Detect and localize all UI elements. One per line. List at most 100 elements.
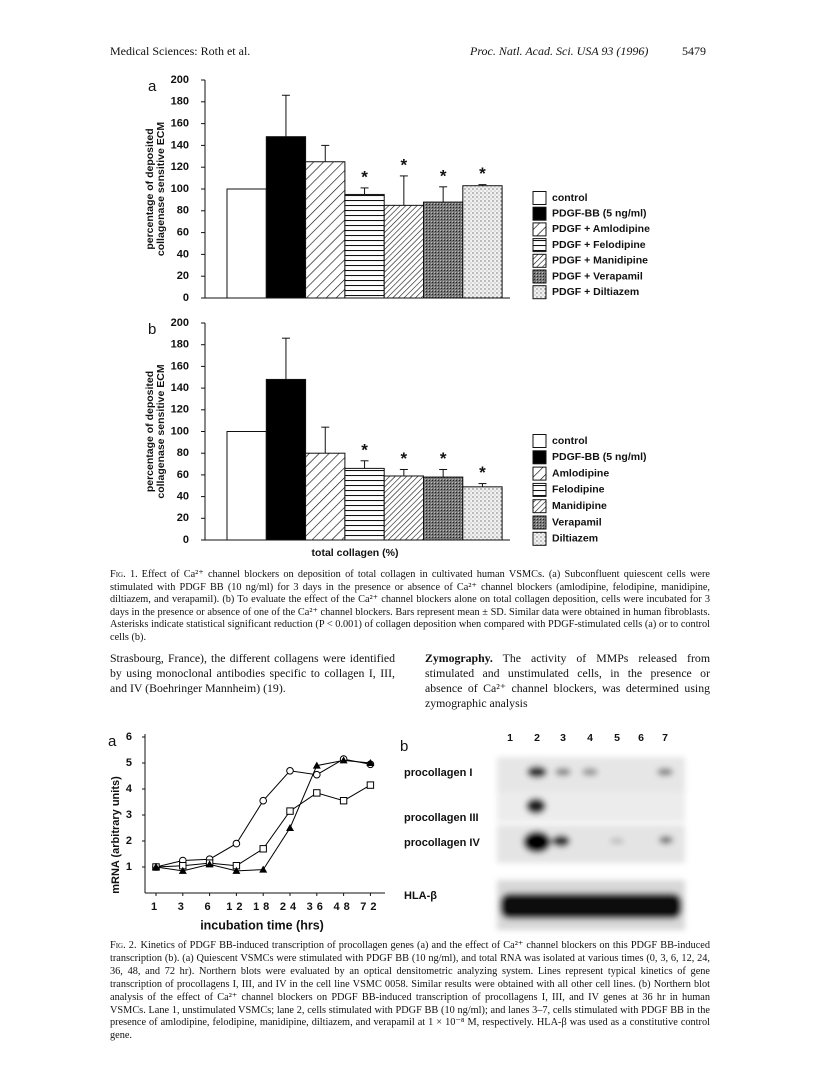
- legend-label: PDGF + Diltiazem: [552, 286, 639, 298]
- point: [259, 865, 268, 873]
- y-tick-label: 6: [126, 731, 132, 743]
- legend-swatch: [532, 285, 547, 300]
- caption-text: Effect of Ca²⁺ channel blockers on depos…: [110, 569, 710, 643]
- y-tick-label: 20: [177, 512, 189, 524]
- legend-swatch: [532, 222, 547, 237]
- body-right: Zymography. The activity of MMPs release…: [425, 651, 710, 711]
- y-tick-label: 40: [177, 491, 189, 503]
- legend-label: PDGF + Verapamil: [552, 270, 643, 282]
- point: [178, 866, 187, 874]
- y-axis-label: percentage of deposited: [144, 128, 156, 249]
- y-tick-label: 100: [171, 183, 189, 195]
- fig2-caption: Fig. 2. Kinetics of PDGF BB-induced trans…: [110, 940, 710, 1043]
- point: [339, 797, 348, 805]
- point: [259, 796, 268, 805]
- significance-marker: *: [440, 166, 447, 185]
- section-heading: Zymography.: [425, 651, 493, 665]
- x-tick-label: 12: [226, 901, 246, 913]
- bar: [265, 378, 307, 541]
- legend-label: control: [552, 192, 588, 204]
- y-tick-label: 180: [171, 96, 189, 108]
- point: [152, 863, 160, 870]
- y-tick-label: 3: [126, 809, 132, 821]
- legend-label: PDGF + Manidipine: [552, 255, 648, 267]
- y-tick-label: 60: [177, 227, 189, 239]
- x-tick-label: 6: [205, 901, 215, 913]
- legend-label: Verapamil: [552, 516, 602, 528]
- point: [313, 789, 321, 797]
- legend-swatch: [532, 238, 547, 253]
- x-axis-label: incubation time (hrs): [200, 918, 324, 932]
- panel-label: b: [148, 321, 156, 338]
- bar: [383, 204, 425, 299]
- significance-marker: *: [479, 164, 486, 183]
- y-tick-label: 1: [126, 861, 132, 873]
- legend-swatch: [532, 253, 547, 268]
- legend-swatch: [532, 499, 547, 514]
- x-tick-label: 24: [280, 901, 300, 913]
- y-tick-label: 0: [183, 534, 189, 546]
- legend-swatch: [532, 434, 547, 448]
- lane-label: 6: [638, 732, 644, 744]
- legend-swatch: [532, 466, 547, 481]
- y-tick-label: 80: [177, 447, 189, 459]
- y-axis-label: collagenase sensitive ECM: [155, 122, 167, 256]
- blot-image: [497, 757, 685, 930]
- bar: [423, 201, 464, 299]
- point: [366, 759, 375, 766]
- body-text: The activity of MMPs released from stimu…: [425, 651, 710, 710]
- y-tick-label: 40: [177, 248, 189, 260]
- bar: [344, 467, 385, 541]
- y-tick-label: 4: [126, 783, 133, 795]
- legend-swatch: [532, 206, 547, 221]
- x-tick-label: 36: [307, 901, 327, 913]
- y-axis-label: percentage of deposited: [144, 371, 156, 492]
- legend-swatch: [532, 191, 547, 205]
- point: [366, 781, 375, 789]
- legend-swatch: [532, 531, 547, 546]
- legend-label: Amlodipine: [552, 467, 609, 479]
- y-tick-label: 0: [183, 292, 189, 304]
- caption-label: Fig. 2.: [110, 940, 137, 951]
- point: [259, 845, 267, 853]
- lane-label: 5: [614, 732, 620, 744]
- y-tick-label: 80: [177, 205, 189, 217]
- point: [286, 824, 294, 831]
- legend-label: PDGF + Amlodipine: [552, 223, 650, 235]
- x-tick-label: 72: [360, 901, 380, 913]
- legend-swatch: [532, 482, 547, 497]
- point: [232, 866, 241, 874]
- header-left: Medical Sciences: Roth et al.: [110, 44, 251, 58]
- point: [313, 770, 321, 779]
- legend-swatch: [532, 515, 547, 530]
- lane-label: 1: [507, 732, 513, 744]
- legend-label: Manidipine: [552, 500, 607, 512]
- point: [232, 839, 241, 848]
- y-tick-label: 120: [171, 161, 189, 173]
- legend-label: Felodipine: [552, 484, 605, 496]
- y-tick-label: 180: [171, 339, 189, 351]
- body-left: Strasbourg, France), the different colla…: [110, 651, 395, 695]
- x-tick-label: 18: [253, 901, 273, 913]
- legend-label: Diltiazem: [552, 533, 598, 545]
- row-label: procollagen III: [404, 812, 479, 824]
- caption-label: Fig. 1.: [110, 569, 138, 580]
- y-tick-label: 160: [171, 118, 189, 130]
- bar: [344, 193, 385, 299]
- legend-swatch: [532, 269, 547, 284]
- row-label: HLA-β: [404, 890, 437, 902]
- significance-marker: *: [401, 449, 408, 468]
- panel-label: a: [108, 733, 117, 750]
- significance-marker: *: [361, 440, 368, 459]
- y-tick-label: 60: [177, 469, 189, 481]
- point: [339, 756, 348, 764]
- point: [286, 807, 294, 815]
- y-tick-label: 5: [126, 757, 132, 769]
- bar: [226, 188, 267, 299]
- significance-marker: *: [479, 463, 486, 482]
- x-tick-label: 3: [178, 901, 188, 913]
- y-axis-label: mRNA (arbitrary units): [110, 776, 122, 894]
- significance-marker: *: [401, 155, 408, 174]
- y-axis-label: collagenase sensitive ECM: [155, 364, 167, 498]
